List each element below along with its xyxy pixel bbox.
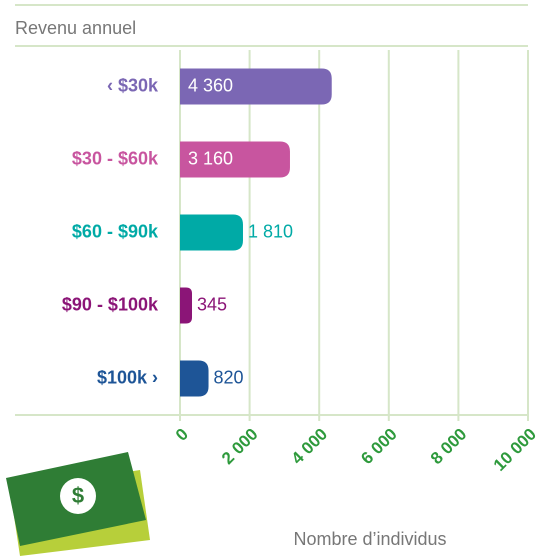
value-label: 1 810 [248,221,293,241]
x-tick-label: 6 000 [357,425,401,469]
svg-text:$: $ [72,483,84,508]
x-tick-label: 8 000 [427,425,471,469]
category-label: $100k › [97,367,158,387]
x-tick-label: 0 [172,425,192,445]
category-label: $30 - $60k [72,148,159,168]
x-tick-label: 2 000 [218,425,262,469]
bar [180,287,193,324]
x-tick-label: 4 000 [288,425,332,469]
value-label: 820 [214,367,244,387]
value-label: 345 [197,294,227,314]
value-label: 4 360 [188,75,233,95]
chart-title: Revenu annuel [15,18,136,38]
bar [180,68,332,105]
bar [180,214,243,251]
x-axis-label: Nombre d’individus [293,529,446,549]
category-label: $90 - $100k [62,294,159,314]
category-label: ‹ $30k [107,75,159,95]
value-label: 3 160 [188,148,233,168]
bar [180,360,209,397]
category-label: $60 - $90k [72,221,159,241]
money-icon: $ [6,452,150,556]
x-tick-label: 10 000 [490,425,537,475]
bar [180,141,290,178]
